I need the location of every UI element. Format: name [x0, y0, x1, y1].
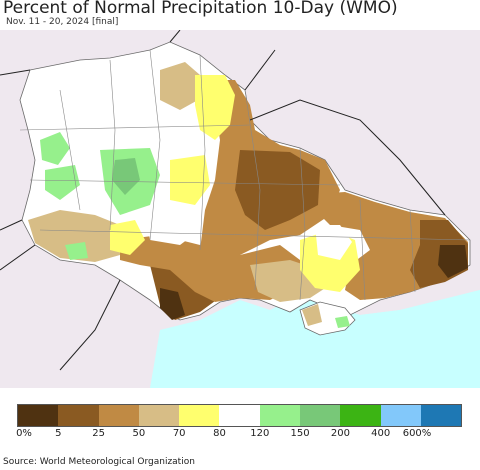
precipitation-map [0, 30, 480, 388]
legend-label: 400 [371, 428, 391, 439]
legend-swatch [340, 405, 381, 426]
below-normal-west [28, 210, 120, 262]
legend-swatch [300, 405, 341, 426]
map-date-range: Nov. 11 - 20, 2024 [final] [6, 17, 119, 27]
legend-label: 5 [55, 428, 62, 439]
above-normal-west-2 [45, 165, 80, 200]
above-normal-west-1 [40, 132, 70, 165]
very-dry-center [235, 150, 320, 230]
legend-swatch [179, 405, 220, 426]
legend-label: 25 [92, 428, 105, 439]
slightly-below-center [170, 155, 210, 205]
well-above-normal-center [112, 158, 140, 195]
map-title: Percent of Normal Precipitation 10-Day (… [3, 0, 398, 18]
legend-label: 150 [290, 428, 310, 439]
near-normal-east [315, 225, 352, 260]
legend-swatch [420, 405, 462, 426]
legend-swatch [380, 405, 421, 426]
slightly-below-west [110, 220, 145, 255]
border-belarus [0, 30, 276, 91]
slightly-below-north [195, 75, 235, 140]
legend-swatch [58, 405, 99, 426]
extreme-dry-southwest [160, 288, 185, 320]
border-moldova-romania [0, 219, 121, 371]
legend-label: 600% [402, 428, 432, 439]
source-credit: Source: World Meteorological Organizatio… [3, 457, 195, 467]
color-legend [17, 404, 463, 427]
legend-label: 120 [250, 428, 270, 439]
near-normal-center [145, 208, 200, 245]
oblast-borders [19, 49, 471, 301]
legend-swatch [138, 405, 180, 426]
legend-label: 50 [132, 428, 146, 439]
legend-swatch [98, 405, 139, 426]
legend-swatch [219, 405, 260, 426]
legend-label: 0% [16, 428, 32, 439]
below-normal-north [160, 62, 200, 110]
border-russia [249, 99, 446, 216]
legend-label: 80 [213, 428, 226, 439]
crimea-wet-east [335, 316, 350, 328]
extreme-dry-east [438, 245, 468, 278]
legend-labels: 0% 5 25 50 70 80 120 150 200 400 600% [0, 428, 480, 442]
crimea-dry-west [302, 304, 322, 326]
legend-label: 70 [172, 428, 186, 439]
legend-swatch [259, 405, 301, 426]
legend-swatch [18, 405, 59, 426]
azov-sea [330, 290, 480, 330]
legend-label: 200 [330, 428, 350, 439]
above-normal-south [65, 242, 88, 260]
